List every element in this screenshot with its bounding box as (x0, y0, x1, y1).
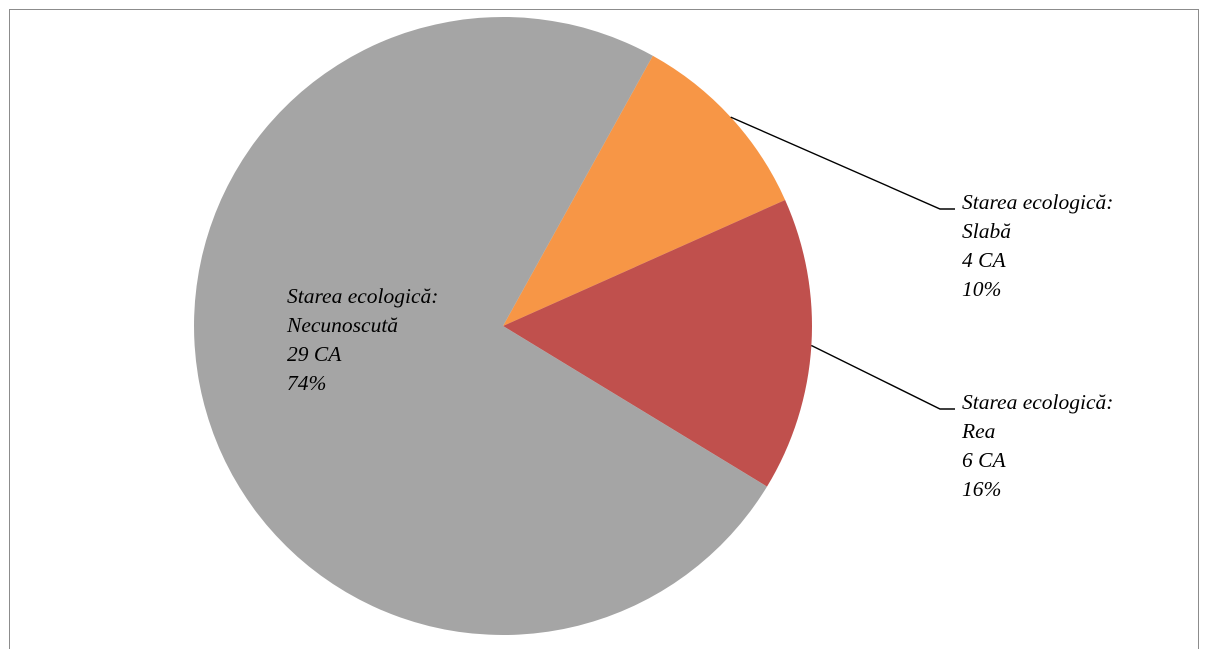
pie-slices (194, 16, 813, 635)
leader-line-slaba (730, 116, 955, 210)
data-label-line: 74% (287, 371, 326, 395)
data-label-line: Rea (961, 419, 995, 443)
data-labels: Starea ecologică: Slabă 4 CA 10%Starea ecol… (286, 190, 1113, 501)
leader-lines (730, 116, 955, 410)
pie-slice-slaba (503, 55, 786, 327)
data-label-necunoscuta: Starea ecologică: Necunoscută 29 CA 74% (286, 284, 438, 395)
data-label-line: 10% (962, 277, 1001, 301)
data-label-slaba: Starea ecologică: Slabă 4 CA 10% (962, 190, 1113, 301)
data-label-line: Starea ecologică: (287, 284, 438, 308)
data-label-line: 4 CA (962, 248, 1006, 272)
data-label-line: 6 CA (962, 448, 1006, 472)
data-label-line: Starea ecologică: (962, 190, 1113, 214)
data-label-line: Slabă (962, 219, 1011, 243)
data-label-line: 16% (962, 477, 1001, 501)
data-label-line: Necunoscută (286, 313, 398, 337)
pie-slice-rea (503, 199, 813, 487)
data-label-line: 29 CA (287, 342, 342, 366)
leader-line-rea (811, 344, 955, 410)
data-label-line: Starea ecologică: (962, 390, 1113, 414)
data-label-rea: Starea ecologică: Rea 6 CA 16% (961, 390, 1113, 501)
pie-slice-necunoscuta (194, 16, 768, 635)
